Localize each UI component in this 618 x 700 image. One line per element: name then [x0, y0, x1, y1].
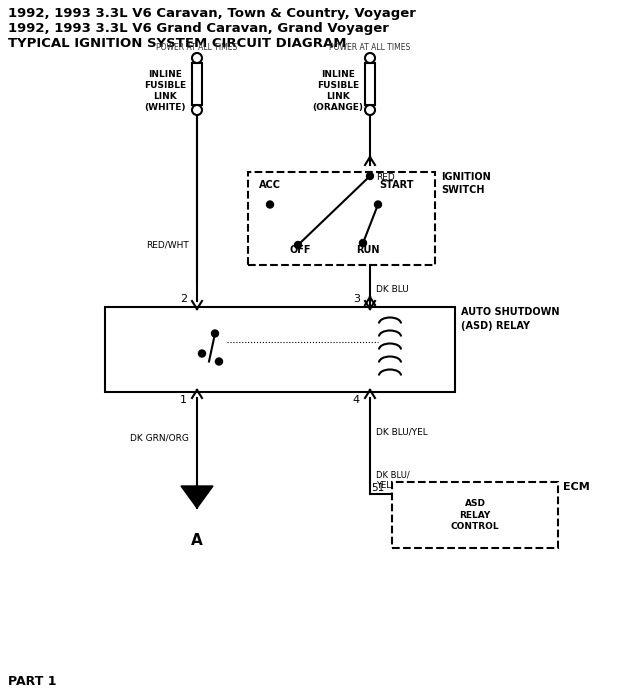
- Circle shape: [192, 53, 202, 63]
- Polygon shape: [181, 486, 213, 508]
- Text: START: START: [379, 180, 413, 190]
- Text: ACC: ACC: [259, 180, 281, 190]
- Text: IGNITION: IGNITION: [441, 172, 491, 182]
- Text: PART 1: PART 1: [8, 675, 56, 688]
- Text: POWER AT ALL TIMES: POWER AT ALL TIMES: [156, 43, 238, 52]
- Text: TYPICAL IGNITION SYSTEM CIRCUIT DIAGRAM: TYPICAL IGNITION SYSTEM CIRCUIT DIAGRAM: [8, 37, 347, 50]
- Circle shape: [266, 201, 274, 208]
- Circle shape: [211, 330, 219, 337]
- Text: RED: RED: [376, 174, 395, 183]
- Text: DK GRN/ORG: DK GRN/ORG: [130, 433, 189, 442]
- Text: 1992, 1993 3.3L V6 Grand Caravan, Grand Voyager: 1992, 1993 3.3L V6 Grand Caravan, Grand …: [8, 22, 389, 35]
- Text: RED/WHT: RED/WHT: [146, 241, 189, 249]
- Bar: [392, 482, 558, 548]
- Text: ECM: ECM: [563, 482, 590, 492]
- Text: INLINE
FUSIBLE
LINK
(ORANGE): INLINE FUSIBLE LINK (ORANGE): [313, 70, 363, 112]
- Circle shape: [216, 358, 222, 365]
- Bar: [105, 307, 455, 392]
- Text: OFF: OFF: [289, 245, 311, 255]
- Text: POWER AT ALL TIMES: POWER AT ALL TIMES: [329, 43, 410, 52]
- Text: INLINE
FUSIBLE
LINK
(WHITE): INLINE FUSIBLE LINK (WHITE): [144, 70, 186, 112]
- Text: 4: 4: [353, 395, 360, 405]
- Text: AUTO SHUTDOWN: AUTO SHUTDOWN: [461, 307, 559, 317]
- Text: 51: 51: [371, 483, 384, 493]
- Text: (ASD) RELAY: (ASD) RELAY: [461, 321, 530, 331]
- Text: troubleshootmyvehicle.com: troubleshootmyvehicle.com: [212, 344, 408, 356]
- Text: 1992, 1993 3.3L V6 Caravan, Town & Country, Voyager: 1992, 1993 3.3L V6 Caravan, Town & Count…: [8, 7, 416, 20]
- Bar: [365, 63, 375, 105]
- Text: SWITCH: SWITCH: [441, 185, 485, 195]
- Text: 3: 3: [353, 294, 360, 304]
- Text: RUN: RUN: [356, 245, 379, 255]
- Circle shape: [365, 53, 375, 63]
- Text: YEL: YEL: [376, 481, 391, 490]
- Text: ASD
RELAY
CONTROL: ASD RELAY CONTROL: [451, 499, 499, 531]
- Circle shape: [295, 241, 302, 248]
- Text: DK BLU/: DK BLU/: [376, 471, 410, 480]
- Text: 2: 2: [180, 294, 187, 304]
- Circle shape: [365, 105, 375, 115]
- Bar: [248, 172, 435, 265]
- Circle shape: [366, 172, 373, 179]
- Bar: [192, 63, 202, 105]
- Circle shape: [360, 239, 366, 246]
- Circle shape: [192, 105, 202, 115]
- Circle shape: [198, 350, 206, 357]
- Text: DK BLU/YEL: DK BLU/YEL: [376, 428, 428, 437]
- Text: 1: 1: [180, 395, 187, 405]
- Circle shape: [375, 201, 381, 208]
- Text: A: A: [191, 533, 203, 548]
- Text: DK BLU: DK BLU: [376, 286, 408, 295]
